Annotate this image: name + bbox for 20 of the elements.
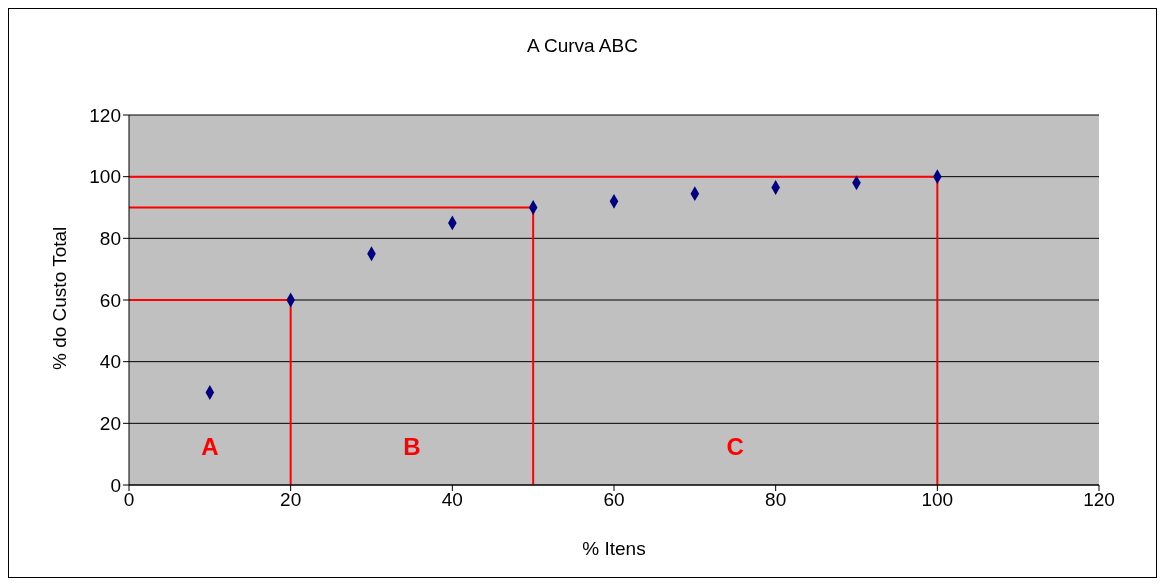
x-tick-label: 0 (123, 489, 135, 511)
x-tick-label: 100 (921, 489, 954, 511)
annotation: B (403, 433, 421, 460)
x-axis-title: % Itens (582, 538, 646, 559)
y-tick-label: 40 (99, 351, 121, 373)
x-tick-label: 80 (765, 489, 787, 511)
y-tick-label: 100 (89, 166, 121, 188)
y-tick-label: 120 (89, 104, 121, 126)
x-tick-label: 40 (441, 489, 463, 511)
x-tick-label: 60 (603, 489, 625, 511)
y-tick-label: 60 (99, 289, 121, 311)
annotation: A (201, 433, 219, 460)
y-tick-label: 0 (110, 474, 121, 496)
y-tick-label: 20 (99, 413, 121, 435)
y-axis-title: % do Custo Total (48, 226, 70, 370)
chart-title: A Curva ABC (526, 35, 639, 58)
x-tick-label: 20 (280, 489, 302, 511)
x-tick-label: 120 (1083, 489, 1115, 511)
y-tick-label: 80 (99, 228, 121, 250)
annotation: C (726, 433, 744, 460)
